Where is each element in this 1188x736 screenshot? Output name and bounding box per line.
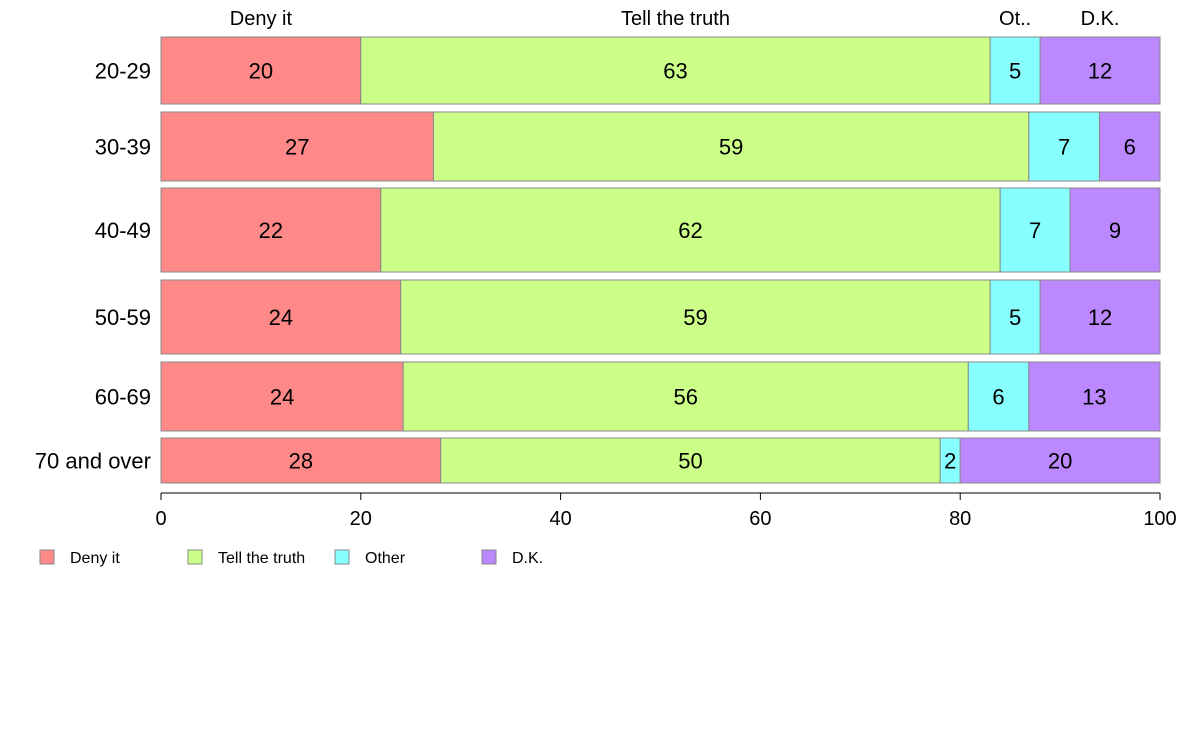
bar-40-49-tell-the-truth xyxy=(380,187,1001,273)
value-label: 59 xyxy=(683,305,707,330)
value-label: 20 xyxy=(1048,449,1072,474)
x-tick-label: 60 xyxy=(749,508,771,530)
bar-30-39-d-k xyxy=(1098,111,1161,182)
bar-70-and-over-d-k xyxy=(959,437,1161,484)
legend-swatch-other xyxy=(334,549,350,565)
legend-label-d-k: D.K. xyxy=(512,550,543,567)
bar-20-29-deny-it xyxy=(160,36,362,105)
bar-30-39-other xyxy=(1028,111,1100,182)
value-label: 24 xyxy=(270,385,294,410)
bar-20-29-other xyxy=(989,36,1041,105)
x-tick-label: 80 xyxy=(949,508,971,530)
category-label: 20-29 xyxy=(95,59,151,84)
bar-70-and-over-tell-the-truth xyxy=(440,437,941,484)
top-label-tell-the-truth: Tell the truth xyxy=(621,8,730,30)
bar-40-49-deny-it xyxy=(160,187,382,273)
x-tick-label: 100 xyxy=(1143,508,1176,530)
top-label-deny-it: Deny it xyxy=(230,8,293,30)
bar-30-39-deny-it xyxy=(160,111,434,182)
value-label: 12 xyxy=(1088,59,1112,84)
bar-20-29-d-k xyxy=(1039,36,1161,105)
x-axis: 0 20 40 60 80 100 xyxy=(155,492,1177,530)
category-label: 30-39 xyxy=(95,135,151,160)
value-label: 7 xyxy=(1029,218,1041,243)
category-labels: 20-29 30-39 40-49 50-59 60-69 70 and over xyxy=(35,59,151,474)
value-label: 27 xyxy=(285,135,309,160)
bar-70-and-over-deny-it xyxy=(160,437,442,484)
value-label: 22 xyxy=(259,218,283,243)
category-label: 70 and over xyxy=(35,449,151,474)
x-tick-label: 40 xyxy=(549,508,571,530)
value-label: 56 xyxy=(673,385,697,410)
bar-60-69-other xyxy=(967,361,1030,432)
value-label: 59 xyxy=(719,135,743,160)
category-label: 40-49 xyxy=(95,218,151,243)
value-label: 6 xyxy=(992,385,1004,410)
value-label: 20 xyxy=(249,59,273,84)
value-label: 24 xyxy=(269,305,293,330)
top-label-d-k: D.K. xyxy=(1081,8,1120,30)
bar-40-49-d-k xyxy=(1069,187,1161,273)
value-label: 63 xyxy=(663,59,687,84)
value-label: 5 xyxy=(1009,305,1021,330)
top-series-labels: Deny it Tell the truth Ot.. D.K. xyxy=(230,8,1120,30)
value-label: 62 xyxy=(678,218,702,243)
category-label: 50-59 xyxy=(95,305,151,330)
value-label: 50 xyxy=(678,449,702,474)
legend-swatch-d-k xyxy=(481,549,497,565)
x-tick-label: 20 xyxy=(350,508,372,530)
bar-50-59-tell-the-truth xyxy=(400,279,991,355)
legend-swatch-tell-the-truth xyxy=(187,549,203,565)
bar-30-39-tell-the-truth xyxy=(432,111,1030,182)
legend-label-other: Other xyxy=(365,550,406,567)
x-tick-label: 0 xyxy=(155,508,166,530)
bar-50-59-d-k xyxy=(1039,279,1161,355)
bar-60-69-d-k xyxy=(1028,361,1161,432)
value-label: 9 xyxy=(1109,218,1121,243)
bars: 20 63 5 12 27 59 7 6 22 62 7 9 24 59 5 12 24 56 6 13 28 50 2 20 xyxy=(160,36,1161,484)
bar-50-59-deny-it xyxy=(160,279,402,355)
bar-60-69-deny-it xyxy=(160,361,404,432)
category-label: 60-69 xyxy=(95,385,151,410)
value-label: 7 xyxy=(1058,135,1070,160)
bar-60-69-tell-the-truth xyxy=(402,361,969,432)
legend-label-tell-the-truth: Tell the truth xyxy=(218,550,305,567)
legend-swatch-deny-it xyxy=(39,549,55,565)
value-label: 6 xyxy=(1124,135,1136,160)
value-label: 28 xyxy=(289,449,313,474)
value-label: 2 xyxy=(944,449,956,474)
value-label: 13 xyxy=(1082,385,1106,410)
legend-label-deny-it: Deny it xyxy=(70,550,120,567)
value-label: 12 xyxy=(1088,305,1112,330)
top-label-other: Ot.. xyxy=(999,8,1031,30)
value-label: 5 xyxy=(1009,59,1021,84)
legend: Deny it Tell the truth Other D.K. xyxy=(39,549,543,567)
bar-20-29-tell-the-truth xyxy=(360,36,991,105)
